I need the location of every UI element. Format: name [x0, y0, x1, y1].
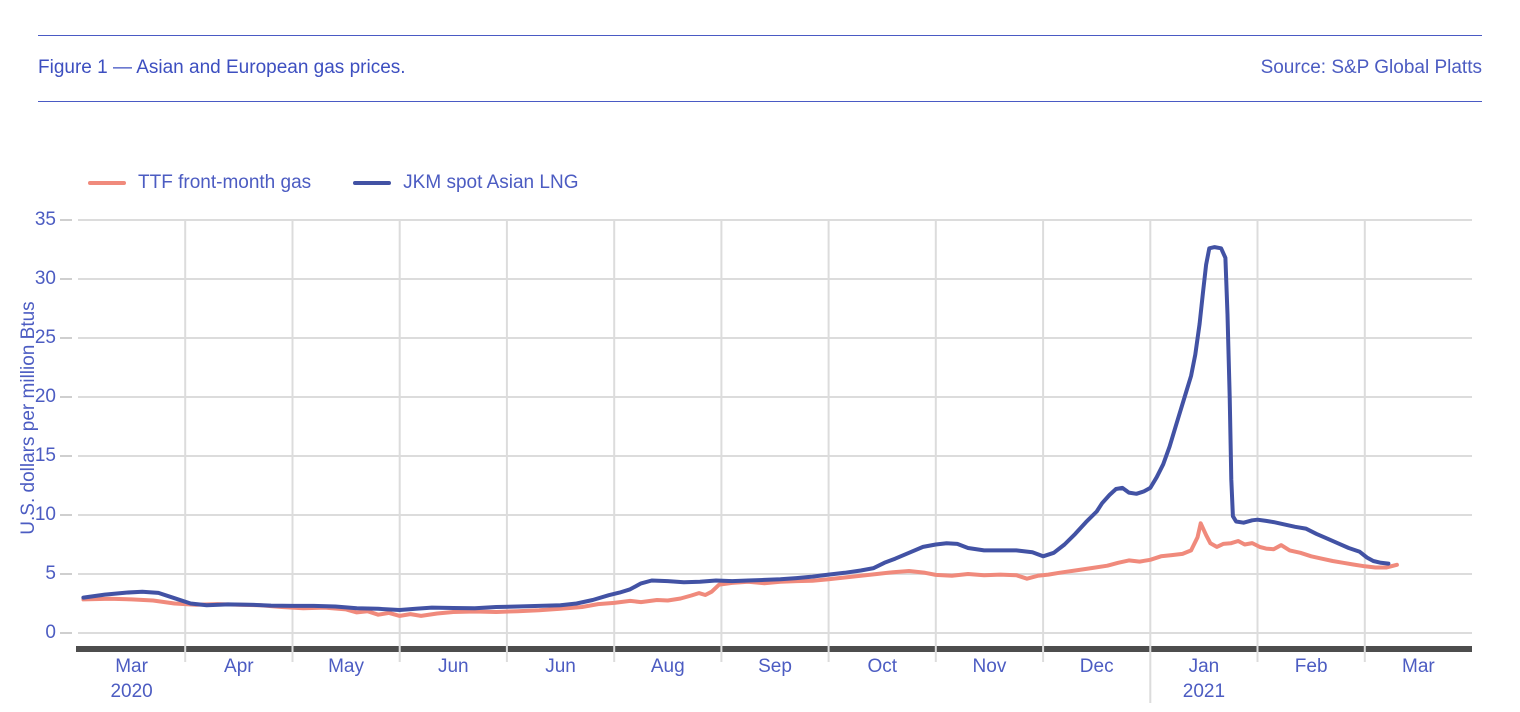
x-tick-label: Jun — [437, 656, 469, 677]
ttf-line-swatch — [88, 180, 126, 186]
x-tick-label: Jan — [1188, 656, 1220, 677]
x-tick-label: May — [328, 656, 365, 677]
legend-label-jkm: JKM spot Asian LNG — [403, 172, 579, 193]
header-rule-top — [38, 35, 1482, 36]
x-tick-label: Aug — [650, 656, 685, 677]
series-line-ttf — [81, 521, 1399, 618]
x-tick-label: Mar — [115, 656, 148, 677]
y-tick-label: 5 — [45, 563, 56, 584]
header-rule-bottom — [38, 101, 1482, 102]
x-tick-label: Dec — [1079, 656, 1114, 677]
figure-source: Source: S&P Global Platts — [1260, 57, 1482, 78]
y-tick-label: 25 — [34, 327, 56, 348]
y-tick-label: 15 — [34, 445, 56, 466]
x-tick-label: Jun — [545, 656, 576, 677]
x-tick-label: Mar — [1402, 656, 1435, 677]
y-tick-label: 10 — [34, 504, 56, 525]
jkm-line-swatch — [353, 180, 392, 186]
x-tick-label: Nov — [972, 656, 1007, 677]
figure-title: Figure 1 — Asian and European gas prices… — [38, 57, 406, 78]
y-tick-label: 0 — [45, 622, 56, 643]
legend-item-ttf: TTF front-month gas — [88, 172, 311, 194]
y-tick-label: 30 — [34, 268, 56, 289]
legend-item-jkm: JKM spot Asian LNG — [353, 172, 578, 194]
x-tick-label: Feb — [1294, 656, 1328, 677]
chart-legend: TTF front-month gas JKM spot Asian LNG — [88, 172, 620, 194]
y-tick-label: 35 — [34, 209, 56, 230]
series-line-jkm — [81, 245, 1391, 612]
y-tick-label: 20 — [34, 386, 56, 407]
x-tick-label: Sep — [758, 656, 792, 677]
x-tick-label: Oct — [867, 656, 897, 677]
x-axis-bar — [76, 646, 1472, 652]
legend-label-ttf: TTF front-month gas — [138, 172, 312, 193]
x-year-label: 2021 — [1182, 681, 1226, 702]
x-tick-label: Apr — [224, 656, 254, 677]
y-axis-title: U.S. dollars per million Btus — [18, 301, 39, 535]
x-year-label: 2020 — [110, 681, 153, 702]
